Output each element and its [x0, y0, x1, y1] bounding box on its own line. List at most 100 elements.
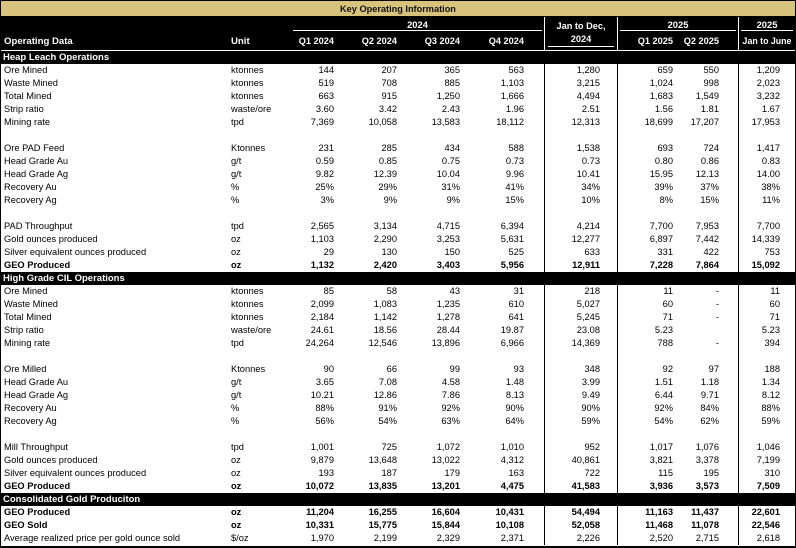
cell-value: 693	[657, 143, 673, 153]
cell-value: 22,546	[738, 519, 795, 532]
cell-value: 4,715	[436, 221, 460, 231]
cell-value: 1,103	[500, 78, 524, 88]
cell-value: 1,235	[436, 299, 460, 309]
cell-value: 10,431	[495, 507, 524, 517]
cell-value: 6.44	[654, 390, 673, 400]
table-row: Average realized price per gold ounce so…	[1, 532, 795, 545]
cell-value: 9,879	[310, 455, 334, 465]
cell-value: 12.13	[695, 169, 719, 179]
cell-value: 9%	[383, 195, 397, 205]
cell-value: 218	[544, 285, 618, 298]
cell-value	[480, 129, 544, 142]
cell-value: 0.80	[654, 156, 673, 166]
section-header-high-grade-cil-operations: High Grade CIL Operations	[1, 272, 795, 285]
cell-value: 8%	[659, 195, 673, 205]
row-unit: g/t	[231, 156, 242, 166]
table-row: Mining rate tpd 24,264 12,546 13,896 6,966 14,…	[1, 337, 795, 350]
cell-value: 13,583	[431, 117, 460, 127]
cell-value: 19.87	[500, 325, 524, 335]
cell-value: 7,509	[738, 480, 795, 493]
row-label: Silver equivalent ounces produced	[4, 468, 147, 478]
cell-value: 56%	[315, 416, 334, 426]
cell-value: 7.08	[378, 377, 397, 387]
col-header-q2-2025: Q2 2025	[683, 36, 719, 46]
spacer-row	[1, 428, 795, 441]
cell-value: 5,245	[544, 311, 618, 324]
cell-value: 0.83	[738, 155, 795, 168]
row-unit	[229, 129, 291, 142]
cell-value: 885	[444, 78, 460, 88]
table-row: Ore Mined ktonnes 144 207 365 563 1,280 659 550 1…	[1, 64, 795, 77]
cell-value: 11,078	[691, 520, 719, 530]
cell-value: 15,775	[368, 520, 397, 530]
spacer-row	[1, 350, 795, 363]
table-row: Waste Mined ktonnes 519 708 885 1,103 3,215 1,0…	[1, 77, 795, 90]
cell-value: 188	[738, 363, 795, 376]
cell-value: 3.42	[378, 104, 397, 114]
cell-value: 11%	[738, 194, 795, 207]
cell-value: 8.12	[738, 389, 795, 402]
row-label: Head Grade Ag	[4, 169, 69, 179]
cell-value: 2.43	[441, 104, 460, 114]
cell-value: 4,494	[544, 90, 618, 103]
cell-value: 525	[508, 247, 524, 257]
cell-value	[544, 207, 618, 220]
table-row: Total Mined ktonnes 663 915 1,250 1,666 4,494 1…	[1, 90, 795, 103]
cell-value: 7,369	[310, 117, 334, 127]
cell-value: 59%	[544, 415, 618, 428]
jan-to-dec-line1: Jan to Dec,	[556, 21, 606, 31]
cell-value: 0.73	[544, 155, 618, 168]
cell-value: 41%	[505, 182, 524, 192]
cell-value	[354, 350, 417, 363]
cell-value: 163	[508, 468, 524, 478]
cell-value: 13,835	[368, 481, 397, 491]
cell-value: 7,700	[649, 221, 673, 231]
cell-value: 12,911	[544, 259, 618, 272]
row-unit: ktonnes	[231, 91, 264, 101]
cell-value	[291, 350, 354, 363]
table-row: Recovery Ag% 56% 54% 63% 64% 59% 54% 62% 59%	[1, 415, 795, 428]
cell-value: 7.86	[441, 390, 460, 400]
cell-value: 29%	[378, 182, 397, 192]
row-label: Head Grade Ag	[4, 390, 69, 400]
cell-value: 17,953	[738, 116, 795, 129]
cell-value: 365	[444, 65, 460, 75]
cell-value: 3,573	[695, 481, 719, 491]
row-unit: tpd	[231, 338, 244, 348]
table-row: Mining rate tpd 7,369 10,058 13,583 18,112 12,…	[1, 116, 795, 129]
cell-value: 2,023	[738, 77, 795, 90]
cell-value: 16,604	[431, 507, 460, 517]
col-header-q2-2024: Q2 2024	[361, 36, 397, 46]
cell-value: 1.67	[738, 103, 795, 116]
cell-value: 588	[508, 143, 524, 153]
cell-value: 9.49	[544, 389, 618, 402]
row-unit: g/t	[231, 390, 242, 400]
cell-value	[544, 428, 618, 441]
cell-value: 54%	[654, 416, 673, 426]
cell-value: 2,565	[310, 221, 334, 231]
cell-value: 13,648	[368, 455, 397, 465]
cell-value	[681, 350, 738, 363]
cell-value	[618, 428, 681, 441]
cell-value: 663	[318, 91, 334, 101]
col-header-q3-2024: Q3 2024	[424, 36, 460, 46]
table-row: GEO Produced oz 11,204 16,255 16,604 10,431 54…	[1, 506, 795, 519]
cell-value: 84%	[700, 403, 719, 413]
row-unit: g/t	[231, 169, 242, 179]
cell-value: 3,821	[649, 455, 673, 465]
year-group-2025-half-label: 2025	[741, 18, 793, 31]
row-unit: oz	[231, 481, 242, 491]
cell-value: 90%	[544, 402, 618, 415]
cell-value: 3,378	[695, 455, 719, 465]
cell-value: 11,468	[645, 520, 673, 530]
cell-value: 12.86	[373, 390, 397, 400]
cell-value	[417, 129, 480, 142]
cell-value: 14,339	[738, 233, 795, 246]
table-row: Head Grade Au g/t 3.65 7.08 4.58 1.48 3.99 1.51…	[1, 376, 795, 389]
cell-value: 1,024	[649, 78, 673, 88]
cell-value: 6,394	[500, 221, 524, 231]
cell-value: 99	[449, 364, 460, 374]
cell-value: 10,058	[368, 117, 397, 127]
cell-value	[738, 129, 795, 142]
cell-value	[738, 428, 795, 441]
